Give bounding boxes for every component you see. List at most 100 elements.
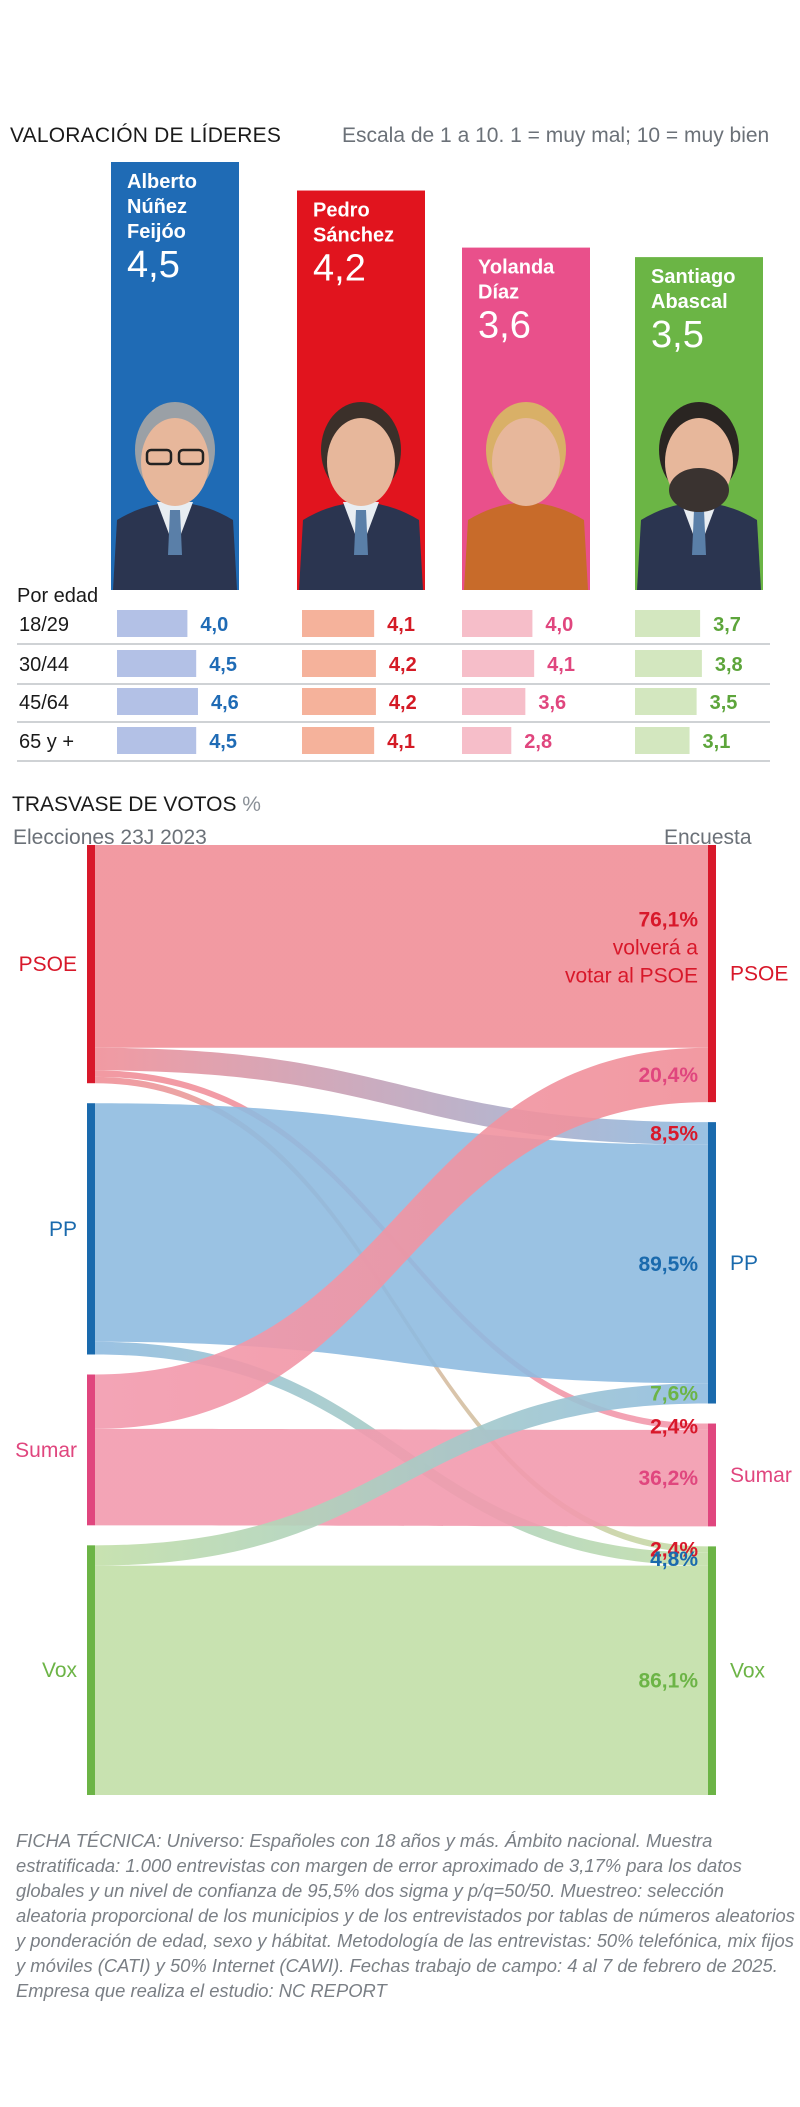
node-right-label-vox: Vox — [730, 1660, 766, 1683]
age-bar-santiago-abascal-30-44 — [635, 650, 702, 677]
leader-name-pedro-sanchez-line-1: Pedro — [313, 200, 370, 222]
node-right-label-pp: PP — [730, 1252, 758, 1275]
age-group-18-29: 18/29 — [19, 614, 69, 636]
age-value-alberto-nunez-feijoo-18-29: 4,0 — [200, 614, 228, 636]
leaders-title: VALORACIÓN DE LÍDERES — [10, 124, 282, 147]
age-value-yolanda-diaz-65-y: 2,8 — [524, 731, 552, 753]
leader-portrait-pedro-sanchez — [299, 402, 423, 590]
flow-label-vox-to-vox: 86,1% — [638, 1669, 698, 1692]
node-left-label-psoe: PSOE — [19, 953, 77, 976]
flow-label-vox-to-pp: 7,6% — [650, 1382, 698, 1405]
flow-vox-to-pp — [95, 1383, 708, 1566]
portrait-tie-santiago-abascal — [692, 510, 706, 555]
age-value-yolanda-diaz-45-64: 3,6 — [538, 692, 566, 714]
age-value-pedro-sanchez-30-44: 4,2 — [389, 654, 417, 676]
age-group-30-44: 30/44 — [19, 654, 69, 676]
age-value-yolanda-diaz-18-29: 4,0 — [545, 614, 573, 636]
portrait-glasses-left-alberto-nunez-feijoo — [145, 448, 173, 466]
leader-name-yolanda-diaz-line-1: Yolanda — [478, 257, 555, 279]
age-bar-yolanda-diaz-30-44 — [462, 650, 535, 677]
node-right-pp — [708, 1122, 716, 1404]
flow-label-pp-to-pp: 89,5% — [638, 1253, 698, 1276]
flow-note-line-1: volverá a — [613, 936, 699, 959]
leader-portrait-alberto-nunez-feijoo — [113, 402, 237, 590]
leader-portrait-santiago-abascal — [637, 402, 761, 590]
node-left-psoe — [87, 845, 95, 1084]
leader-score-pedro-sanchez: 4,2 — [313, 248, 366, 290]
leaders-scale-note: Escala de 1 a 10. 1 = muy mal; 10 = muy … — [342, 124, 770, 147]
age-value-alberto-nunez-feijoo-45-64: 4,6 — [211, 692, 239, 714]
portrait-face-yolanda-diaz — [492, 418, 560, 506]
portrait-face-alberto-nunez-feijoo — [141, 418, 209, 506]
node-left-label-vox: Vox — [42, 1659, 78, 1682]
age-value-pedro-sanchez-18-29: 4,1 — [387, 614, 415, 636]
age-group-65-y: 65 y + — [19, 731, 74, 753]
leader-score-yolanda-diaz: 3,6 — [478, 305, 531, 347]
flow-label-psoe-to-vox: 2,4% — [650, 1539, 698, 1562]
node-left-sumar — [87, 1374, 95, 1526]
portrait-body-yolanda-diaz — [464, 502, 588, 590]
age-value-pedro-sanchez-65-y: 4,1 — [387, 731, 415, 753]
technical-sheet: FICHA TÉCNICA: Universo: Españoles con 1… — [16, 1830, 795, 2001]
transfer-title-text: TRASVASE DE VOTOS — [12, 793, 237, 816]
flows-layer — [95, 845, 708, 1795]
age-bar-yolanda-diaz-65-y — [462, 727, 512, 754]
age-value-santiago-abascal-30-44: 3,8 — [715, 654, 743, 676]
node-left-label-pp: PP — [49, 1218, 77, 1241]
portrait-beard-santiago-abascal — [669, 468, 729, 512]
node-left-pp — [87, 1103, 95, 1355]
age-value-yolanda-diaz-30-44: 4,1 — [547, 654, 575, 676]
leader-name-pedro-sanchez-line-2: Sánchez — [313, 225, 394, 247]
flow-label-psoe-to-psoe: 76,1% — [638, 908, 698, 931]
age-value-santiago-abascal-45-64: 3,5 — [710, 692, 738, 714]
age-value-santiago-abascal-18-29: 3,7 — [713, 614, 741, 636]
age-bar-santiago-abascal-65-y — [635, 727, 690, 754]
leader-name-alberto-nunez-feijoo-line-2: Núñez — [127, 196, 187, 218]
flow-label-psoe-to-sumar: 2,4% — [650, 1416, 698, 1439]
transfer-title: TRASVASE DE VOTOS % — [12, 793, 261, 817]
age-bar-santiago-abascal-45-64 — [635, 688, 697, 715]
age-value-alberto-nunez-feijoo-65-y: 4,5 — [209, 731, 237, 753]
flow-sumar-to-psoe — [95, 1047, 708, 1429]
age-bar-pedro-sanchez-18-29 — [302, 610, 375, 637]
flow-vox-to-vox — [95, 1565, 708, 1795]
flow-label-sumar-to-sumar: 36,2% — [638, 1467, 698, 1490]
node-right-sumar — [708, 1423, 716, 1527]
vote-transfer-sankey: PSOE PSOE PP PP Sumar Sumar Vox Vox 76,1% volverá… — [15, 845, 792, 1795]
transfer-right-label: Encuesta — [664, 826, 752, 849]
node-left-vox — [87, 1545, 95, 1795]
flow-label-pp-to-vox: 4,8% — [650, 1548, 698, 1571]
flow-label-psoe-to-pp: 8,5% — [650, 1122, 698, 1145]
leader-score-alberto-nunez-feijoo: 4,5 — [127, 244, 180, 286]
age-bar-yolanda-diaz-18-29 — [462, 610, 533, 637]
portrait-tie-alberto-nunez-feijoo — [168, 510, 182, 555]
age-bar-pedro-sanchez-45-64 — [302, 688, 376, 715]
flow-labels: 76,1% volverá a votar al PSOE 20,4% 8,5% 89,5… — [565, 908, 698, 1692]
age-bar-pedro-sanchez-65-y — [302, 727, 375, 754]
age-bar-yolanda-diaz-45-64 — [462, 688, 526, 715]
leader-name-alberto-nunez-feijoo-line-3: Feijóo — [127, 221, 186, 243]
age-bar-santiago-abascal-18-29 — [635, 610, 701, 637]
portrait-face-pedro-sanchez — [327, 418, 395, 506]
age-value-alberto-nunez-feijoo-30-44: 4,5 — [209, 654, 237, 676]
portrait-glasses-right-alberto-nunez-feijoo — [177, 448, 205, 466]
leader-name-alberto-nunez-feijoo-line-1: Alberto — [127, 171, 197, 193]
age-bar-alberto-nunez-feijoo-18-29 — [117, 610, 188, 637]
node-right-psoe — [708, 845, 716, 1103]
node-left-label-sumar: Sumar — [15, 1439, 77, 1462]
leader-portrait-yolanda-diaz — [464, 402, 588, 590]
leader-name-yolanda-diaz-line-2: Díaz — [478, 282, 519, 304]
node-right-label-sumar: Sumar — [730, 1464, 792, 1487]
age-group-45-64: 45/64 — [19, 692, 69, 714]
leader-name-santiago-abascal-line-2: Abascal — [651, 291, 728, 313]
age-value-pedro-sanchez-45-64: 4,2 — [389, 692, 417, 714]
age-bar-pedro-sanchez-30-44 — [302, 650, 376, 677]
node-right-vox — [708, 1546, 716, 1795]
age-bar-alberto-nunez-feijoo-30-44 — [117, 650, 197, 677]
portrait-tie-pedro-sanchez — [354, 510, 368, 555]
age-label: Por edad — [17, 585, 98, 607]
age-value-santiago-abascal-65-y: 3,1 — [703, 731, 731, 753]
flow-label-sumar-to-psoe: 20,4% — [638, 1064, 698, 1087]
node-right-label-psoe: PSOE — [730, 963, 788, 986]
